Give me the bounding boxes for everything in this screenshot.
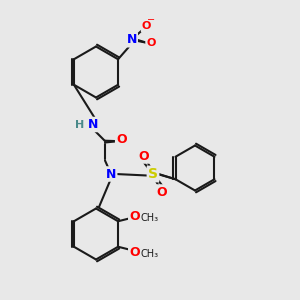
Text: O: O bbox=[157, 185, 167, 199]
Text: CH₃: CH₃ bbox=[140, 249, 159, 259]
Text: S: S bbox=[148, 167, 158, 181]
Text: O: O bbox=[146, 38, 156, 48]
Text: N: N bbox=[126, 33, 137, 46]
Text: CH₃: CH₃ bbox=[140, 213, 159, 223]
Text: O: O bbox=[142, 21, 151, 31]
Text: O: O bbox=[129, 210, 140, 223]
Text: O: O bbox=[116, 133, 127, 146]
Text: −: − bbox=[147, 15, 155, 25]
Text: O: O bbox=[139, 149, 149, 163]
Text: H: H bbox=[75, 120, 84, 130]
Text: N: N bbox=[88, 118, 98, 131]
Text: O: O bbox=[129, 246, 140, 259]
Text: N: N bbox=[106, 167, 116, 181]
